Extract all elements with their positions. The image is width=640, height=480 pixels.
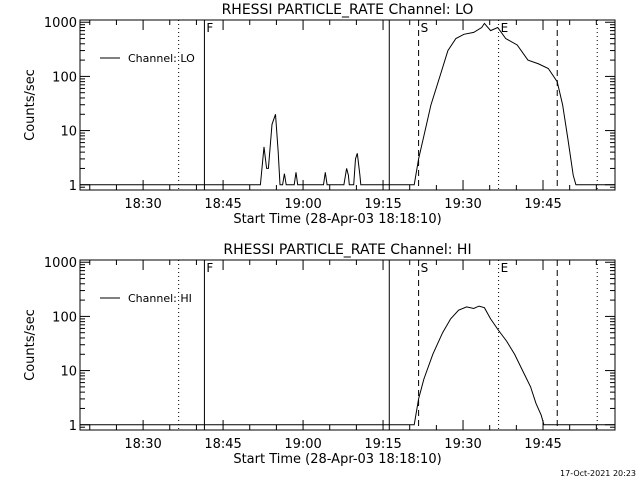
x-tick-label: 19:30 (444, 437, 481, 452)
chart-title: RHESSI PARTICLE_RATE Channel: LO (222, 2, 474, 18)
series-line (80, 22, 615, 186)
y-tick-label: 1000 (44, 16, 77, 31)
marker-label-e: E (501, 261, 509, 275)
x-tick-label: 19:15 (364, 197, 401, 212)
x-tick-label: 19:45 (524, 437, 561, 452)
plot-frame (79, 259, 616, 431)
y-axis-label: Counts/sec (23, 309, 38, 381)
x-axis-label: Start Time (28-Apr-03 18:18:10) (233, 452, 441, 467)
panel-lo-channel: RHESSI PARTICLE_RATE Channel: LO 1 10 100 10… (23, 2, 616, 227)
y-tick-label: 1 (69, 419, 77, 434)
marker-label-f: F (206, 21, 213, 35)
x-tick-label: 18:45 (204, 197, 241, 212)
y-tick-label: 100 (52, 70, 77, 85)
x-tick-label: 19:00 (284, 197, 321, 212)
footer-timestamp: 17-Oct-2021 20:23 (560, 469, 636, 478)
x-tick-label: 19:00 (284, 437, 321, 452)
x-tick-label: 18:45 (204, 437, 241, 452)
y-tick-label: 10 (60, 365, 77, 380)
x-tick-label: 18:30 (124, 437, 161, 452)
chart-title: RHESSI PARTICLE_RATE Channel: HI (223, 242, 471, 258)
y-axis-label: Counts/sec (23, 69, 38, 141)
x-tick-label: 19:15 (364, 437, 401, 452)
y-tick-label: 100 (52, 310, 77, 325)
legend-entry: Channel: HI (128, 292, 192, 305)
y-tick-label: 10 (60, 125, 77, 140)
marker-label-f: F (206, 261, 213, 275)
panel-hi-channel: RHESSI PARTICLE_RATE Channel: HI 1 10 100 10… (23, 242, 616, 467)
legend-entry: Channel: LO (128, 52, 195, 65)
x-axis-label: Start Time (28-Apr-03 18:18:10) (233, 212, 441, 227)
y-tick-label: 1 (69, 179, 77, 194)
y-tick-label: 1000 (44, 256, 77, 271)
x-tick-label: 19:30 (444, 197, 481, 212)
plot-frame (79, 19, 616, 191)
marker-label-e: E (501, 21, 509, 35)
marker-label-s: S (421, 21, 429, 35)
series-line (80, 305, 615, 426)
x-tick-label: 18:30 (124, 197, 161, 212)
marker-label-s: S (421, 261, 429, 275)
x-tick-label: 19:45 (524, 197, 561, 212)
